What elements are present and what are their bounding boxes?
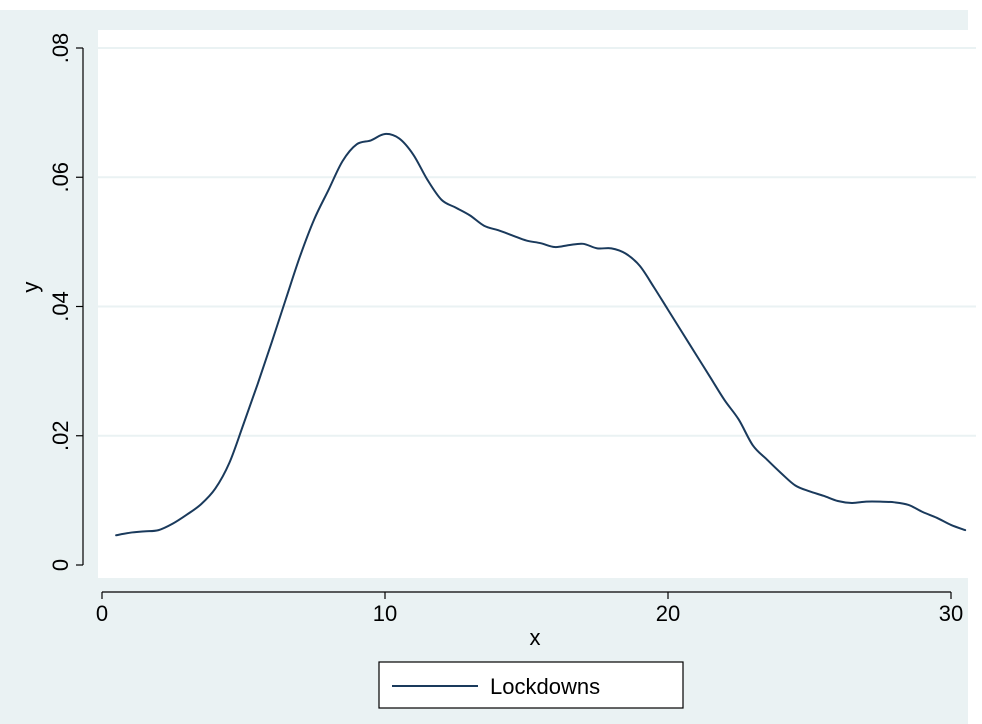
x-tick-label-3: 30 (939, 601, 963, 626)
x-tick-label-1: 10 (373, 601, 397, 626)
x-axis-title: x (529, 625, 540, 650)
y-tick-label-0: 0 (48, 559, 73, 571)
series-layer (115, 132, 967, 537)
legend: Lockdowns (378, 661, 684, 709)
y-tick-label-3: .06 (48, 162, 73, 193)
plot-area (98, 30, 976, 578)
x-tick-label-2: 20 (656, 601, 680, 626)
legend-label-lockdowns: Lockdowns (490, 674, 600, 699)
series-line-0 (115, 132, 967, 537)
x-tick-label-0: 0 (96, 601, 108, 626)
axes: 0 .02 .04 .06 .08 0 10 20 30 (48, 33, 963, 626)
y-tick-label-4: .08 (48, 33, 73, 64)
y-tick-label-2: .04 (48, 291, 73, 322)
y-axis-title: y (18, 282, 43, 293)
y-tick-label-1: .02 (48, 420, 73, 451)
gridlines (98, 47, 976, 437)
